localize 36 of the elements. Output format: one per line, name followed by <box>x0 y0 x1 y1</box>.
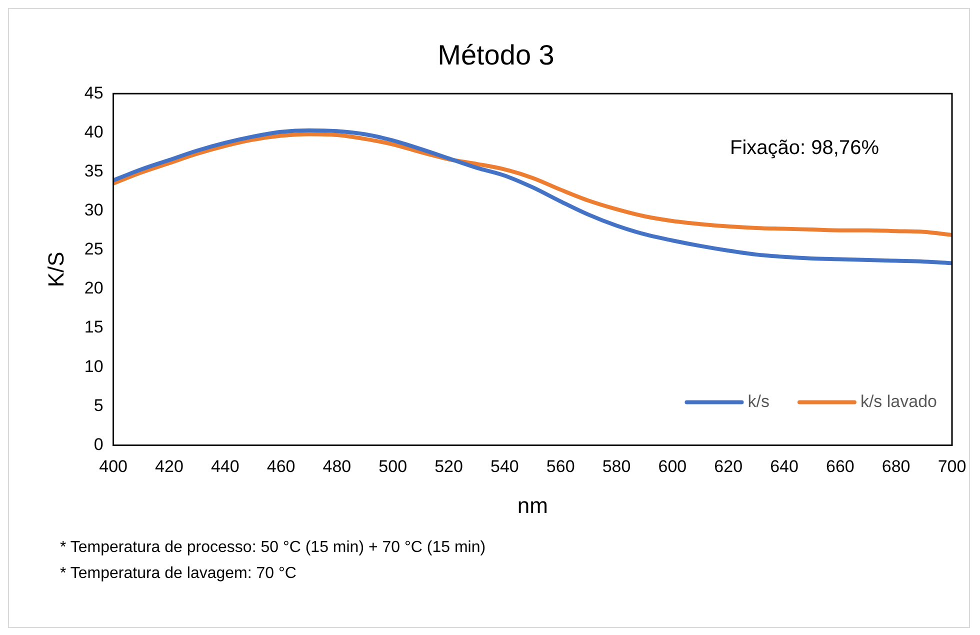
text: * Temperatura de processo: 50 °C (15 min) + 70 °C (15 min) <box>60 538 486 558</box>
x-tick-label: 580 <box>602 457 631 476</box>
x-tick-label: 660 <box>826 457 854 476</box>
x-tick-label: 420 <box>155 457 184 476</box>
x-tick-label: 500 <box>378 457 408 476</box>
x-axis-title: nm <box>517 492 548 518</box>
x-tick-label: 520 <box>434 457 463 476</box>
y-tick-label: 45 <box>84 83 104 102</box>
x-tick-label: 600 <box>658 457 687 476</box>
x-tick-label: 700 <box>938 457 966 476</box>
y-tick-label: 25 <box>84 240 104 259</box>
text: * Temperatura de lavagem: 70 °C <box>60 564 298 584</box>
legend-label: k/s <box>748 392 770 411</box>
x-tick-label: 460 <box>266 457 296 476</box>
x-tick-label: 560 <box>546 457 575 476</box>
x-tick-label: 540 <box>490 457 519 476</box>
y-axis-title: K/S <box>43 252 68 288</box>
x-tick-label: 400 <box>99 457 128 476</box>
chart-title: Método 3 <box>438 40 554 71</box>
y-tick-label: 15 <box>84 318 104 337</box>
y-tick-label: 40 <box>84 122 104 142</box>
x-tick-label: 480 <box>322 457 352 476</box>
x-tick-label: 640 <box>770 457 798 476</box>
y-tick-label: 5 <box>94 396 104 415</box>
y-tick-label: 10 <box>84 356 104 376</box>
x-tick-label: 440 <box>210 457 240 476</box>
x-tick-label: 680 <box>882 457 910 476</box>
y-tick-label: 35 <box>84 161 104 180</box>
legend-label: k/s lavado <box>860 392 938 411</box>
y-tick-label: 30 <box>84 200 104 220</box>
y-tick-label: 20 <box>84 278 104 298</box>
line-series <box>113 132 952 238</box>
x-tick-label: 620 <box>714 457 743 476</box>
line-series <box>113 128 952 266</box>
y-tick-label: 0 <box>94 434 104 454</box>
annotation: Fixação: 98,76% <box>730 137 879 160</box>
